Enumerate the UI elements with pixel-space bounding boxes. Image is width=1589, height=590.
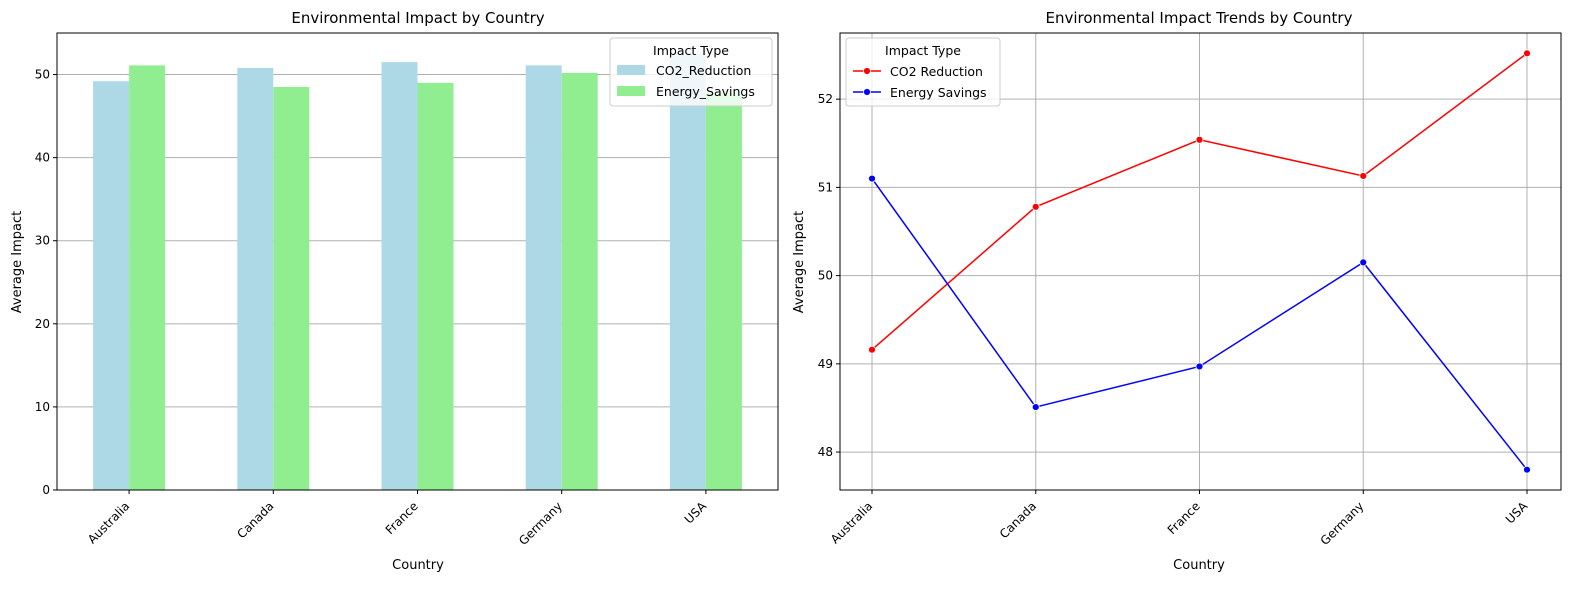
bar-energy_savings-germany — [561, 72, 598, 490]
legend-swatch-co2 — [617, 65, 645, 75]
bar-co2_reduction-france — [381, 62, 418, 490]
bar-co2_reduction-australia — [93, 81, 130, 491]
point-co2-reduction-germany — [1359, 172, 1368, 180]
y-tick-label: 51 — [818, 180, 833, 194]
y-tick-label: 10 — [35, 400, 50, 414]
y-tick-label: 52 — [818, 92, 833, 106]
bar-chart-y-axis-label: Average Impact — [10, 211, 25, 313]
bar-chart-legend: Impact Type CO2_Reduction Energy_Savings — [609, 37, 773, 107]
legend-label-energy: Energy Savings — [890, 85, 987, 100]
legend-marker-co2 — [863, 67, 871, 75]
line-chart-series — [868, 49, 1531, 474]
line-chart-x-axis-label: Country — [1173, 558, 1225, 573]
point-co2-reduction-usa — [1523, 49, 1531, 58]
bar-chart-x-axis-label: Country — [392, 558, 444, 573]
point-energy-savings-canada — [1031, 403, 1040, 411]
y-tick-label: 40 — [35, 151, 50, 165]
bar-chart-title: Environmental Impact by Country — [291, 9, 544, 27]
y-tick-label: 50 — [818, 269, 833, 283]
bar-energy_savings-usa — [705, 92, 742, 491]
legend-box — [845, 37, 1001, 107]
bar-co2_reduction-canada — [237, 67, 274, 490]
legend-swatch-energy — [617, 86, 645, 96]
legend-label-energy: Energy_Savings — [656, 84, 755, 99]
legend-label-co2: CO2_Reduction — [656, 63, 751, 78]
line-chart-frame — [839, 32, 1562, 491]
bar-co2_reduction-usa — [669, 53, 706, 490]
bar-energy_savings-canada — [273, 87, 310, 490]
point-energy-savings-germany — [1359, 258, 1368, 267]
line-chart-y-axis-label: Average Impact — [792, 211, 807, 313]
point-energy-savings-france — [1195, 362, 1204, 371]
y-tick-label: 48 — [818, 445, 833, 459]
legend-marker-energy — [863, 88, 871, 96]
bar-chart-bars — [93, 53, 742, 491]
point-co2-reduction-france — [1195, 135, 1204, 144]
point-energy-savings-usa — [1523, 465, 1531, 474]
y-tick-label: 49 — [818, 357, 833, 371]
y-tick-label: 30 — [35, 234, 50, 248]
line-chart-title: Environmental Impact Trends by Country — [1046, 9, 1353, 27]
y-tick-label: 50 — [35, 68, 50, 82]
bar-co2_reduction-germany — [525, 65, 562, 490]
bar-energy_savings-france — [417, 82, 454, 490]
legend-title: Impact Type — [653, 43, 729, 58]
line-chart-y-ticks: 48 49 50 51 52 — [818, 92, 840, 459]
legend-title: Impact Type — [885, 43, 961, 58]
bar-chart-y-ticks: 0 10 20 30 40 50 — [35, 68, 57, 497]
legend-box — [609, 37, 773, 107]
legend-label-co2: CO2 Reduction — [890, 64, 983, 79]
y-tick-label: 20 — [35, 317, 50, 331]
line-chart-legend: Impact Type CO2 Reduction Energy Savings — [845, 37, 1001, 107]
bar-chart-panel: Environmental Impact by Country 0 10 20 30 4… — [10, 9, 779, 573]
point-co2-reduction-canada — [1031, 202, 1040, 211]
point-energy-savings-australia — [868, 174, 876, 183]
point-co2-reduction-australia — [868, 345, 876, 354]
bar-energy_savings-australia — [129, 65, 166, 490]
y-tick-label: 0 — [42, 483, 50, 497]
